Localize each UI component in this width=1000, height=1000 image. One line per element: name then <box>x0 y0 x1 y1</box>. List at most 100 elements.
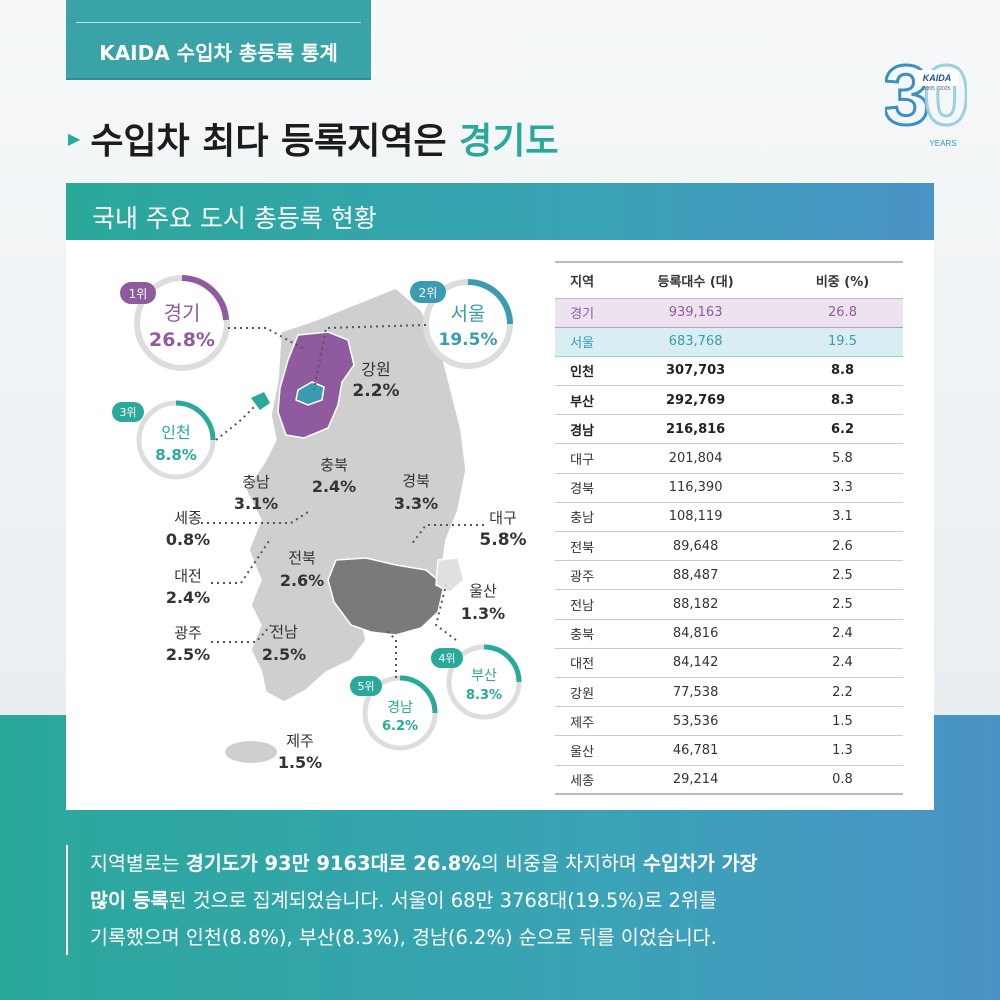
cell-count: 46,781 <box>609 735 782 766</box>
cell-share: 5.8 <box>782 443 903 474</box>
title-highlight: 경기도 <box>459 121 559 162</box>
map-pct-gwangju: 2.5% <box>166 645 210 664</box>
map-label-incheon: 인천 <box>161 423 190 442</box>
cell-share: 2.5 <box>782 560 903 591</box>
cell-region: 부산 <box>555 385 610 416</box>
map-label-gyeongbuk: 경북 <box>402 472 430 490</box>
tag-divider <box>76 22 361 23</box>
map-pct-daejeon: 2.4% <box>166 588 210 607</box>
cell-share: 2.6 <box>782 531 903 562</box>
desc-line-3: 기록했으며 인천(8.8%), 부산(8.3%), 경남(6.2%) 순으로 뒤… <box>90 926 717 949</box>
logo-band <box>915 70 959 86</box>
map-gyeongnam <box>327 557 445 636</box>
cell-region: 경북 <box>555 473 610 503</box>
map-pct-jeonbuk: 2.6% <box>280 571 324 590</box>
kaida-30-years-logo: 3 0 KAIDA 1995 · 2025 YEARS <box>885 47 967 149</box>
col-count: 등록대수 (대) <box>609 261 782 299</box>
map-pct-gangwon: 2.2% <box>352 381 399 401</box>
category-tag-label: KAIDA 수입차 총등록 통계 <box>99 41 338 65</box>
map-pct-jeonnam: 2.5% <box>262 645 306 664</box>
cell-region: 대전 <box>555 648 610 678</box>
map-pct-gyeongbuk: 3.3% <box>394 494 438 513</box>
cell-region: 충북 <box>555 619 610 649</box>
cell-share: 26.8 <box>782 298 903 328</box>
map-label-ulsan: 울산 <box>469 582 497 600</box>
logo-brand: KAIDA <box>923 73 952 83</box>
table-row: 부산 292,769 8.3 <box>555 385 903 416</box>
map-busan <box>435 557 465 593</box>
cell-region: 서울 <box>555 327 610 357</box>
map-seoul <box>295 381 325 406</box>
cell-count: 29,214 <box>609 765 782 796</box>
cell-count: 84,142 <box>609 648 782 678</box>
map-label-daejeon: 대전 <box>174 567 202 585</box>
table-row: 경남 216,816 6.2 <box>555 414 903 445</box>
cell-count: 88,182 <box>609 589 782 620</box>
title-text: 수입차 최다 등록지역은 <box>90 121 460 162</box>
map-pct-incheon: 8.8% <box>155 446 197 464</box>
cell-share: 0.8 <box>782 765 903 796</box>
map-pct-daegu: 5.8% <box>479 530 526 550</box>
table-header-row: 지역 등록대수 (대) 비중 (%) <box>555 261 903 299</box>
cell-count: 88,487 <box>609 560 782 591</box>
cell-count: 683,768 <box>609 327 782 357</box>
table-row: 경기 939,163 26.8 <box>555 298 903 328</box>
table-row: 경북 116,390 3.3 <box>555 473 903 503</box>
table-row: 서울 683,768 19.5 <box>555 327 903 357</box>
cell-region: 인천 <box>555 356 610 387</box>
map-pct-busan: 8.3% <box>466 688 502 703</box>
map-label-jeonnam: 전남 <box>270 623 298 641</box>
table-row: 전남 88,182 2.5 <box>555 589 903 620</box>
cell-region: 경남 <box>555 414 610 445</box>
cell-share: 2.4 <box>782 648 903 678</box>
map-incheon <box>251 392 270 410</box>
cell-count: 116,390 <box>609 473 782 503</box>
cell-share: 1.3 <box>782 735 903 766</box>
map-pct-ulsan: 1.3% <box>461 604 505 623</box>
map-jeju <box>225 741 277 763</box>
cell-share: 19.5 <box>782 327 903 357</box>
map-label-seoul: 서울 <box>451 303 486 325</box>
cell-share: 2.4 <box>782 619 903 649</box>
rank-badge-seoul: 2위 <box>419 286 438 300</box>
map-label-chungnam: 충남 <box>242 473 270 491</box>
logo-years-label: YEARS <box>929 139 956 148</box>
cell-region: 경기 <box>555 298 610 328</box>
rank-badge-gyeongnam: 5위 <box>357 680 374 693</box>
description: 지역별로는 경기도가 93만 9163대로 26.8%의 비중을 차지하며 수입… <box>66 845 936 955</box>
cell-count: 201,804 <box>609 443 782 474</box>
cell-share: 2.2 <box>782 677 903 708</box>
rank-badge-incheon: 3위 <box>119 406 136 419</box>
content-panel: 1위 경기 26.8% 2위 서울 19.5% 3위 인천 8.8% 4위 부산… <box>66 240 934 810</box>
cell-share: 6.2 <box>782 414 903 445</box>
cell-region: 대구 <box>555 443 610 474</box>
logo-years-range: 1995 · 2025 <box>924 86 951 92</box>
map-label-jeju: 제주 <box>286 732 314 750</box>
cell-share: 3.3 <box>782 473 903 503</box>
cell-share: 2.5 <box>782 589 903 620</box>
cell-count: 216,816 <box>609 414 782 445</box>
desc-line-1: 지역별로는 경기도가 93만 9163대로 26.8%의 비중을 차지하며 수입… <box>90 852 758 875</box>
map-label-gwangju: 광주 <box>174 624 202 642</box>
cell-count: 307,703 <box>609 356 782 387</box>
map-pct-gyeonggi: 26.8% <box>149 329 215 351</box>
table-row: 광주 88,487 2.5 <box>555 560 903 591</box>
korea-map: 1위 경기 26.8% 2위 서울 19.5% 3위 인천 8.8% 4위 부산… <box>112 275 527 772</box>
map-label-jeonbuk: 전북 <box>288 549 316 567</box>
cell-region: 세종 <box>555 765 610 796</box>
map-pct-chungbuk: 2.4% <box>312 477 356 496</box>
map-label-busan: 부산 <box>471 668 497 684</box>
map-label-gyeonggi: 경기 <box>164 301 201 325</box>
map-label-gangwon: 강원 <box>361 360 390 379</box>
table-row: 울산 46,781 1.3 <box>555 735 903 766</box>
cell-region: 충남 <box>555 502 610 533</box>
table-row: 제주 53,536 1.5 <box>555 706 903 737</box>
cell-region: 전북 <box>555 531 610 562</box>
map-label-daegu: 대구 <box>489 509 517 527</box>
cell-count: 939,163 <box>609 298 782 328</box>
map-pct-gyeongnam: 6.2% <box>382 719 418 734</box>
cell-count: 89,648 <box>609 531 782 562</box>
table-row: 강원 77,538 2.2 <box>555 677 903 708</box>
page-title: ▶ 수입차 최다 등록지역은 경기도 <box>68 112 559 164</box>
table-row: 대구 201,804 5.8 <box>555 443 903 474</box>
